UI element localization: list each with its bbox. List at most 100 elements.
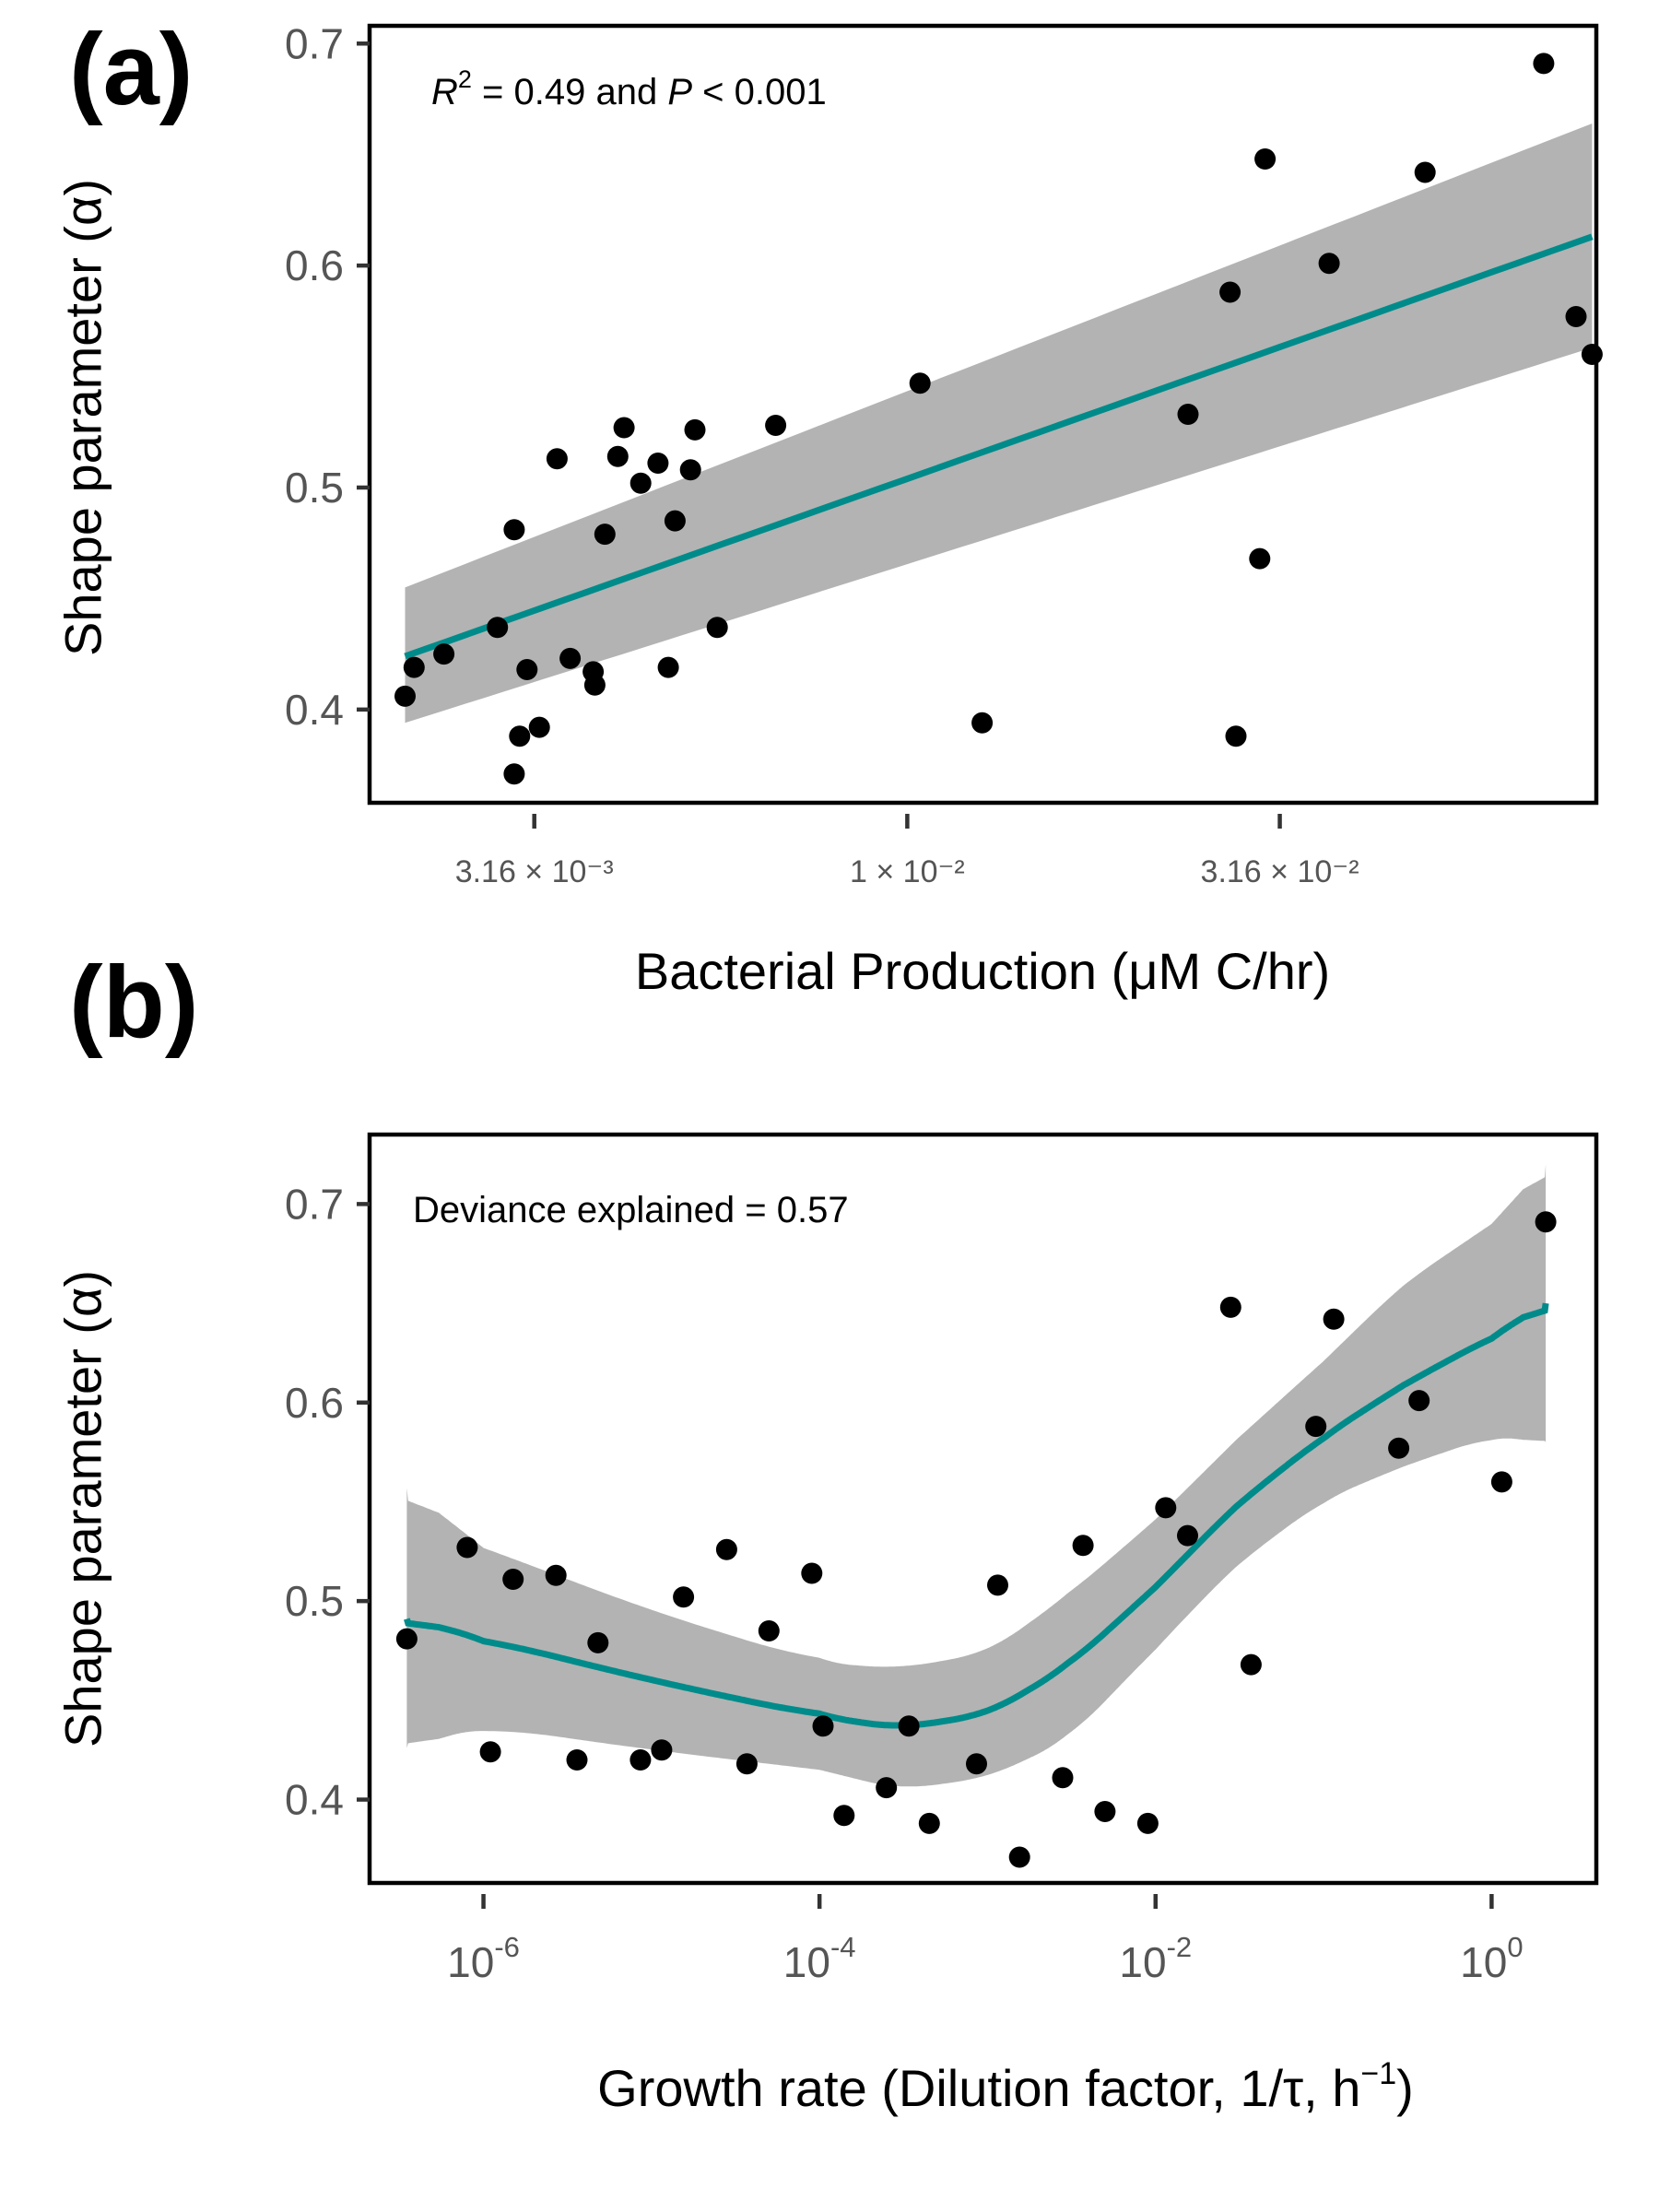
panel-b-data-point (502, 1569, 524, 1590)
panel-a-data-point (706, 617, 728, 639)
panel-a-data-point (684, 418, 706, 441)
panel-b-y-tick-label: 0.4 (285, 1776, 344, 1824)
panel-a: (a) 0.40.50.60.7 3.16 × 10⁻³ 1 × 10⁻² 3.16… (54, 13, 1603, 1000)
panel-b-data-point (1094, 1801, 1116, 1822)
panel-b-data-point (479, 1741, 501, 1763)
panel-a-confidence-band (405, 124, 1593, 724)
panel-a-data-point (1414, 161, 1436, 183)
panel-b-x-tick-label: 10-6 (447, 1931, 520, 1986)
panel-a-y-tick-label: 0.7 (285, 19, 344, 67)
panel-a-data-point (559, 647, 582, 669)
panel-b-x-axis: 10-6 10-4 10-2 100 (447, 1894, 1524, 1986)
panel-a-data-point (1177, 404, 1199, 425)
panel-a-data-point (1225, 725, 1247, 747)
panel-a-fit-line-group (404, 233, 1594, 660)
panel-b-data-point (1155, 1497, 1177, 1519)
panel-a-data-point (509, 725, 531, 747)
panel-a-fit-line (404, 233, 1594, 660)
panel-b-x-axis-label: Growth rate (Dilution factor, 1/τ, h−1) (597, 2056, 1414, 2117)
panel-b-data-point (715, 1538, 737, 1560)
panel-b-data-point (587, 1631, 609, 1653)
panel-a-x-axis-label: Bacterial Production (μM C/hr) (635, 942, 1330, 1000)
panel-b-x-tick-label: 10-2 (1119, 1931, 1192, 1986)
panel-a-data-point (546, 448, 568, 470)
panel-a-points (394, 53, 1603, 785)
panel-b-data-point (1072, 1535, 1094, 1557)
panel-b-y-tick-label: 0.5 (285, 1577, 344, 1625)
panel-a-data-point (1249, 547, 1271, 570)
panel-b-data-point (1240, 1653, 1262, 1676)
panel-b-letter: (b) (69, 946, 198, 1059)
panel-b-data-point (1323, 1308, 1345, 1330)
panel-a-data-point (971, 712, 994, 734)
panel-a-data-point (629, 472, 652, 494)
panel-a-data-point (647, 453, 669, 474)
panel-a-data-point (1318, 253, 1340, 275)
panel-b-data-point (1177, 1524, 1198, 1547)
panel-a-data-point (503, 519, 525, 541)
panel-a-x-tick-label: 3.16 × 10⁻³ (455, 854, 614, 889)
panel-b-data-point (566, 1749, 588, 1771)
panel-a-confidence-band-group (405, 124, 1593, 724)
panel-a-data-point (516, 659, 538, 680)
panel-a-data-point (909, 372, 931, 394)
panel-a-data-point (528, 716, 550, 738)
panel-a-annotation-mid: = 0.49 and (472, 72, 667, 112)
panel-a-annotation-p: P (667, 72, 692, 112)
panel-a-data-point (583, 674, 606, 696)
panel-b-data-point (629, 1749, 652, 1771)
panel-b-y-axis-label: Shape parameter (α) (54, 1270, 112, 1747)
panel-b-confidence-band (406, 1164, 1547, 1787)
panel-b: (b) 0.4 0.5 0.6 0.7 10-6 10-4 10-2 100 Devianc… (54, 946, 1599, 2117)
panel-b-y-tick-label: 0.6 (285, 1379, 344, 1427)
panel-a-data-point (657, 656, 679, 678)
panel-b-data-point (1219, 1296, 1241, 1318)
panel-b-y-tick-label: 0.7 (285, 1180, 344, 1228)
panel-b-data-point (876, 1777, 898, 1799)
panel-a-annotation-r-exp: 2 (458, 65, 472, 93)
panel-a-data-point (765, 415, 787, 436)
panel-b-data-point (1008, 1846, 1030, 1868)
panel-b-x-tick-label: 10-4 (783, 1931, 856, 1986)
panel-b-x-tick-label: 100 (1460, 1931, 1523, 1986)
panel-b-data-point (801, 1562, 823, 1584)
panel-b-data-point (395, 1628, 418, 1650)
panel-b-data-point (651, 1739, 673, 1761)
panel-a-data-point (613, 417, 635, 439)
panel-b-data-point (673, 1586, 695, 1608)
panel-a-x-tick-label: 3.16 × 10⁻² (1201, 854, 1359, 889)
panel-a-data-point (679, 459, 701, 481)
panel-a-data-point (1219, 281, 1241, 303)
panel-b-points (395, 1211, 1557, 1868)
panel-b-data-point (966, 1753, 987, 1775)
panel-a-data-point (606, 445, 629, 467)
panel-a-y-axis-label: Shape parameter (α) (54, 179, 112, 656)
panel-b-data-point (918, 1812, 940, 1834)
panel-a-y-tick-label: 0.5 (285, 464, 344, 512)
panel-b-data-point (987, 1574, 1008, 1596)
panel-b-y-axis: 0.4 0.5 0.6 0.7 (285, 1180, 370, 1824)
panel-a-data-point (1581, 344, 1603, 365)
panel-a-y-axis: 0.4 0.5 0.6 0.7 (285, 19, 370, 734)
panel-b-data-point (1052, 1767, 1074, 1789)
panel-b-data-point (456, 1536, 478, 1559)
panel-a-data-point (1533, 53, 1555, 75)
panel-b-annotation: Deviance explained = 0.57 (413, 1190, 849, 1230)
panel-a-annotation-end: < 0.001 (692, 72, 827, 112)
panel-a-y-tick-label: 0.4 (285, 686, 344, 734)
panel-b-data-point (1535, 1211, 1557, 1233)
panel-b-data-point (1388, 1437, 1410, 1459)
panel-a-data-point (487, 617, 509, 639)
panel-b-data-point (758, 1620, 780, 1641)
panel-b-data-point (545, 1564, 567, 1586)
panel-b-fit-line (404, 1302, 1549, 1729)
panel-b-data-point (1136, 1812, 1159, 1834)
panel-a-annotation-r: R (431, 72, 458, 112)
panel-a-x-tick-label: 1 × 10⁻² (850, 854, 965, 889)
panel-a-x-axis: 3.16 × 10⁻³ 1 × 10⁻² 3.16 × 10⁻² (455, 814, 1359, 889)
panel-b-data-point (1408, 1390, 1430, 1412)
panel-b-plot-frame (367, 1132, 1599, 1886)
panel-a-data-point (594, 524, 616, 546)
panel-a-data-point (664, 510, 686, 532)
